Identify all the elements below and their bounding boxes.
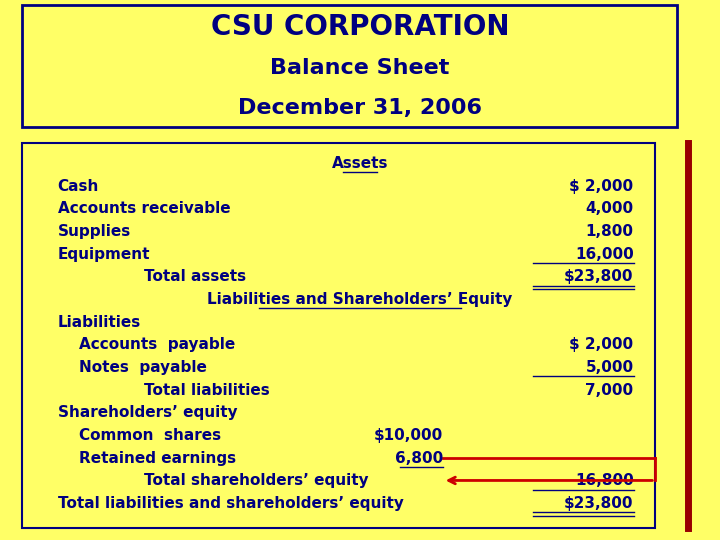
Text: Cash: Cash xyxy=(58,179,99,193)
Text: Balance Sheet: Balance Sheet xyxy=(270,57,450,78)
Text: Liabilities: Liabilities xyxy=(58,315,141,329)
Text: 6,800: 6,800 xyxy=(395,451,443,465)
Text: December 31, 2006: December 31, 2006 xyxy=(238,98,482,118)
Text: 4,000: 4,000 xyxy=(585,201,634,216)
Text: Liabilities and Shareholders’ Equity: Liabilities and Shareholders’ Equity xyxy=(207,292,513,307)
Text: 1,800: 1,800 xyxy=(585,224,634,239)
Text: 7,000: 7,000 xyxy=(585,383,634,397)
Text: Shareholders’ equity: Shareholders’ equity xyxy=(58,406,237,420)
Text: CSU CORPORATION: CSU CORPORATION xyxy=(211,13,509,41)
Text: $23,800: $23,800 xyxy=(564,496,634,511)
Text: $10,000: $10,000 xyxy=(374,428,443,443)
Text: Total liabilities and shareholders’ equity: Total liabilities and shareholders’ equi… xyxy=(58,496,403,511)
Text: Supplies: Supplies xyxy=(58,224,131,239)
Text: Assets: Assets xyxy=(332,156,388,171)
Text: Equipment: Equipment xyxy=(58,247,150,261)
Text: Accounts receivable: Accounts receivable xyxy=(58,201,230,216)
Text: Retained earnings: Retained earnings xyxy=(79,451,236,465)
Text: Common  shares: Common shares xyxy=(79,428,221,443)
Text: $ 2,000: $ 2,000 xyxy=(570,338,634,352)
Text: $ 2,000: $ 2,000 xyxy=(570,179,634,193)
Text: 5,000: 5,000 xyxy=(585,360,634,375)
Text: 16,800: 16,800 xyxy=(575,474,634,488)
Text: $23,800: $23,800 xyxy=(564,269,634,284)
Text: Accounts  payable: Accounts payable xyxy=(79,338,235,352)
Text: 16,000: 16,000 xyxy=(575,247,634,261)
Text: Notes  payable: Notes payable xyxy=(79,360,207,375)
Text: Total assets: Total assets xyxy=(144,269,246,284)
Text: Total shareholders’ equity: Total shareholders’ equity xyxy=(144,474,369,488)
Bar xyxy=(22,143,655,528)
Text: Total liabilities: Total liabilities xyxy=(144,383,270,397)
